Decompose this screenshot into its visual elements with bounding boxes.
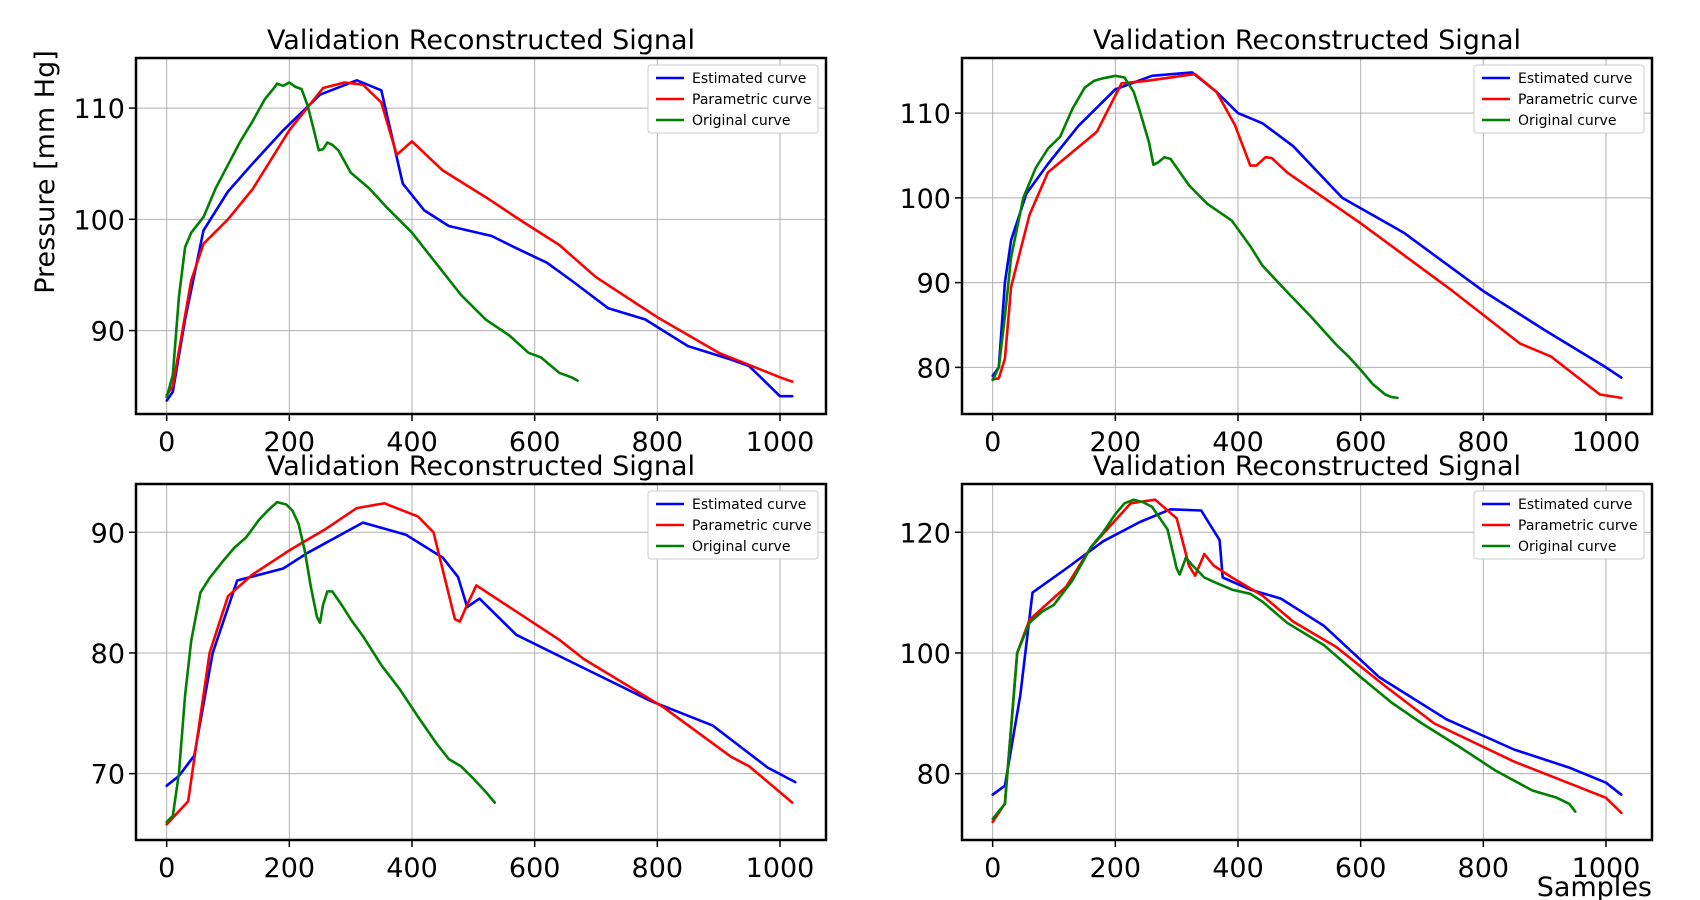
legend-box <box>647 490 819 560</box>
axes-frame <box>134 482 828 842</box>
x-tick-label: 1000 <box>746 427 815 458</box>
legend-label: Estimated curve <box>1518 497 1632 513</box>
chart-panel-3: 0 200 400 600 800 1000 70 80 90 Validation Recons… <box>91 451 828 884</box>
chart-panel-2: 0 200 400 600 800 1000 80 90 100 110 Validation Re… <box>899 25 1654 458</box>
series-line-estimated-curve <box>165 79 794 402</box>
axes-frame <box>960 482 1654 842</box>
legend-label: Estimated curve <box>692 497 806 513</box>
legend-box <box>1473 64 1645 134</box>
x-tick-label: 200 <box>1090 853 1142 884</box>
legend: Estimated curve Parametric curve Original … <box>1473 64 1645 134</box>
x-axis-label: Samples <box>1537 872 1652 900</box>
x-tick-label: 0 <box>984 427 1001 458</box>
y-tick-label: 90 <box>917 269 951 300</box>
x-tick-label: 1000 <box>746 853 815 884</box>
x-tick-label: 400 <box>1212 427 1264 458</box>
chart-title: Validation Reconstructed Signal <box>1093 451 1521 482</box>
chart-title: Validation Reconstructed Signal <box>1093 25 1521 56</box>
chart-panel-1: 0 200 400 600 800 1000 90 100 110 Validation Reco… <box>73 25 828 458</box>
chart-title: Validation Reconstructed Signal <box>267 451 695 482</box>
legend-label: Estimated curve <box>692 71 806 87</box>
x-tick-label: 0 <box>158 427 175 458</box>
x-tick-label: 400 <box>386 853 438 884</box>
x-tick-label: 200 <box>1090 427 1142 458</box>
legend-box <box>647 64 819 134</box>
legend: Estimated curve Parametric curve Original … <box>1473 490 1645 560</box>
chart-panel-4: 0 200 400 600 800 1000 80 100 120 Validation Reco… <box>899 451 1654 884</box>
x-tick-label: 600 <box>509 853 561 884</box>
series-line-original-curve <box>991 498 1577 821</box>
y-axis-label: Pressure [mm Hg] <box>30 50 61 294</box>
y-tick-label: 90 <box>91 317 125 348</box>
legend-label: Original curve <box>692 113 790 129</box>
legend-label: Original curve <box>692 539 790 555</box>
legend-label: Parametric curve <box>692 92 812 108</box>
x-tick-label: 0 <box>984 853 1001 884</box>
y-tick-label: 70 <box>91 760 125 791</box>
x-tick-label: 800 <box>1458 853 1510 884</box>
x-tick-label: 800 <box>1458 427 1510 458</box>
x-tick-label: 400 <box>1212 853 1264 884</box>
x-tick-label: 400 <box>386 427 438 458</box>
y-tick-label: 110 <box>73 94 125 125</box>
y-tick-label: 100 <box>899 184 951 215</box>
series-line-estimated-curve <box>991 508 1623 796</box>
y-tick-label: 80 <box>917 760 951 791</box>
legend-label: Estimated curve <box>1518 71 1632 87</box>
x-tick-label: 200 <box>264 853 316 884</box>
y-tick-label: 120 <box>899 518 951 549</box>
series-line-parametric-curve <box>165 81 794 397</box>
legend-label: Parametric curve <box>1518 518 1638 534</box>
series-line-parametric-curve <box>991 498 1623 824</box>
x-tick-label: 800 <box>632 853 684 884</box>
x-tick-label: 1000 <box>1572 853 1641 884</box>
x-tick-label: 600 <box>1335 853 1387 884</box>
x-tick-label: 1000 <box>1572 427 1641 458</box>
legend-label: Parametric curve <box>1518 92 1638 108</box>
y-tick-label: 110 <box>899 99 951 130</box>
y-tick-label: 80 <box>91 639 125 670</box>
x-tick-label: 600 <box>1335 427 1387 458</box>
legend-box <box>1473 490 1645 560</box>
x-tick-label: 800 <box>632 427 684 458</box>
series-line-original-curve <box>165 500 497 824</box>
y-tick-label: 100 <box>73 205 125 236</box>
series-line-estimated-curve <box>165 521 797 787</box>
series-line-original-curve <box>991 74 1399 400</box>
x-tick-label: 0 <box>158 853 175 884</box>
legend: Estimated curve Parametric curve Original … <box>647 490 819 560</box>
axes-frame <box>960 56 1654 416</box>
y-tick-label: 90 <box>91 518 125 549</box>
series-line-original-curve <box>165 81 579 399</box>
legend-label: Parametric curve <box>692 518 812 534</box>
x-tick-label: 600 <box>509 427 561 458</box>
legend: Estimated curve Parametric curve Original … <box>647 64 819 134</box>
axes-frame <box>134 56 828 416</box>
y-tick-label: 80 <box>917 353 951 384</box>
chart-title: Validation Reconstructed Signal <box>267 25 695 56</box>
y-tick-label: 100 <box>899 639 951 670</box>
series-line-parametric-curve <box>165 502 794 826</box>
x-tick-label: 200 <box>264 427 316 458</box>
legend-label: Original curve <box>1518 539 1616 555</box>
series-line-parametric-curve <box>991 72 1623 400</box>
legend-label: Original curve <box>1518 113 1616 129</box>
